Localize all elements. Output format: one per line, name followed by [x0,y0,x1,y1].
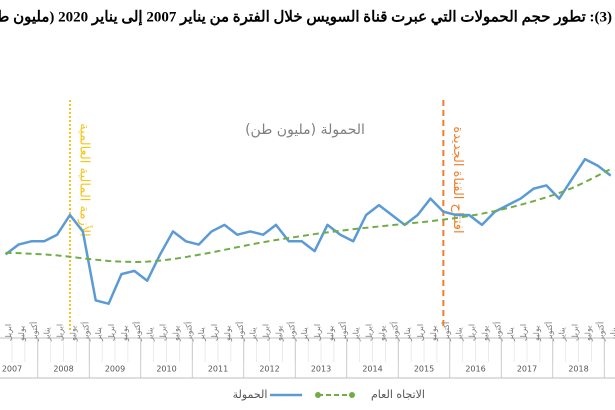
x-tick-label: ابريل [262,324,271,341]
x-tick-label: ابريل [416,324,425,341]
x-tick-label: يوليو [377,326,386,342]
annotation-label: الأزمة المالية العالمية [76,123,93,237]
x-tick-label: أكتوبر [235,322,245,342]
x-tick-label: أكتوبر [29,322,39,342]
legend-label: الاتجاه العام [371,388,425,401]
x-tick-label: أكتوبر [338,322,348,342]
year-label: 2018 [568,365,588,374]
x-tick-label: ابريل [468,324,477,341]
x-tick-label: يوليو [223,326,232,342]
x-tick-label: يوليو [17,326,26,342]
x-tick-label: ابريل [571,324,580,341]
x-tick-label: يناير [455,327,464,342]
x-tick-label: يوليو [274,326,283,342]
x-tick-label: يناير [43,327,52,342]
x-tick-label: يوليو [429,326,438,342]
x-tick-label: يناير [249,327,258,342]
x-tick-label: يناير [506,327,515,342]
chart-title: (3): تطور حجم الحمولات التي عبرت قناة ال… [0,9,612,26]
x-tick-label: ابريل [210,324,219,341]
x-tick-label: يوليو [171,326,180,342]
x-tick-label: يوليو [68,326,77,342]
x-tick-label: أكتوبر [132,322,142,342]
data-line [4,157,612,305]
x-tick-label: ابريل [313,324,322,341]
year-label: 2010 [156,365,176,374]
series-label: الحمولة (مليون طن) [245,122,365,138]
year-label: 2014 [362,365,382,374]
x-tick-label: ابريل [159,324,168,341]
x-tick-label: ابريل [107,324,116,341]
x-tick-label: يناير [197,327,206,342]
x-tick-label: أكتوبر [441,322,451,342]
x-tick-label: أكتوبر [492,322,502,342]
x-tick-label: أكتوبر [286,322,296,342]
year-label: 2012 [259,365,279,374]
x-tick-label: أكتوبر [595,322,605,342]
x-tick-label: أكتوبر [544,322,554,342]
x-tick-label: ابريل [519,324,528,341]
x-tick-label: يناير [609,327,615,342]
year-label: 2011 [208,365,228,374]
legend-marker [315,392,321,398]
x-tick-label: أكتوبر [183,322,193,342]
x-tick-label: يناير [146,327,155,342]
x-tick-label: أكتوبر [80,322,90,342]
x-tick-label: ابريل [365,324,374,341]
year-label: 2017 [517,365,537,374]
x-tick-label: يناير [94,327,103,342]
x-tick-label: يوليو [480,326,489,342]
x-tick-label: يناير [352,327,361,342]
x-tick-label: يناير [558,327,567,342]
x-tick-label: يوليو [326,326,335,342]
x-tick-label: أكتوبر [389,322,399,342]
x-tick-label: ابريل [56,324,65,341]
year-label: 2009 [105,365,125,374]
year-label: 2016 [465,365,485,374]
year-label: 2007 [2,365,22,374]
year-label: 2013 [311,365,331,374]
legend-marker [349,392,355,398]
x-tick-label: يناير [300,327,309,342]
x-tick-label: يوليو [120,326,129,342]
year-label: 2015 [414,365,434,374]
annotation-label: افتتاح القناة الجديدة [450,126,465,233]
x-tick-label: ابريل [4,324,13,341]
x-tick-label: يناير [403,327,412,342]
year-label: 2008 [53,365,73,374]
x-tick-label: يوليو [583,326,592,342]
trend-line [5,168,612,263]
legend-label: الحمولة [233,388,268,401]
x-tick-label: يوليو [532,326,541,342]
